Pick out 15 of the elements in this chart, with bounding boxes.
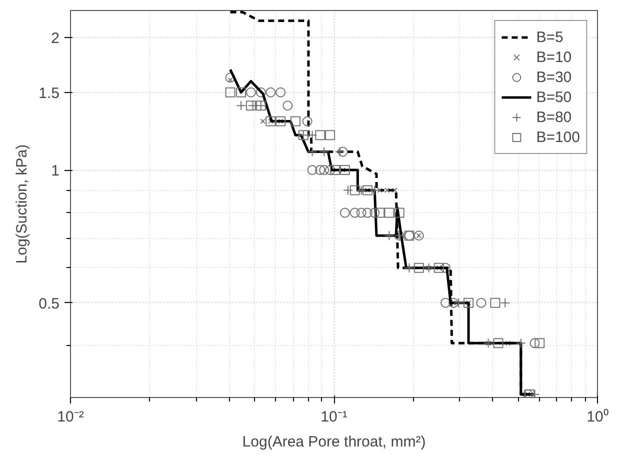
y-tick-label: 1.5 xyxy=(38,84,60,102)
x-tick-label: 10⁻¹ xyxy=(320,408,348,426)
legend-label: B=10 xyxy=(536,48,572,66)
x-tick-label: 10⁰ xyxy=(586,408,608,426)
legend-label: B=30 xyxy=(536,68,572,86)
x-tick-label: 10⁻² xyxy=(57,408,84,426)
y-tick-label: 1 xyxy=(51,162,60,180)
y-tick-label: 0.5 xyxy=(38,295,60,312)
legend-label: B=50 xyxy=(536,88,572,106)
legend-label: B=5 xyxy=(536,28,564,46)
legend-label: B=100 xyxy=(536,128,580,146)
legend-label: B=80 xyxy=(536,108,572,126)
y-axis-title: Log(Suction, kPa) xyxy=(14,144,31,264)
y-tick-label: 2 xyxy=(51,30,60,47)
x-axis-title: Log(Area Pore throat, mm²) xyxy=(242,434,426,450)
